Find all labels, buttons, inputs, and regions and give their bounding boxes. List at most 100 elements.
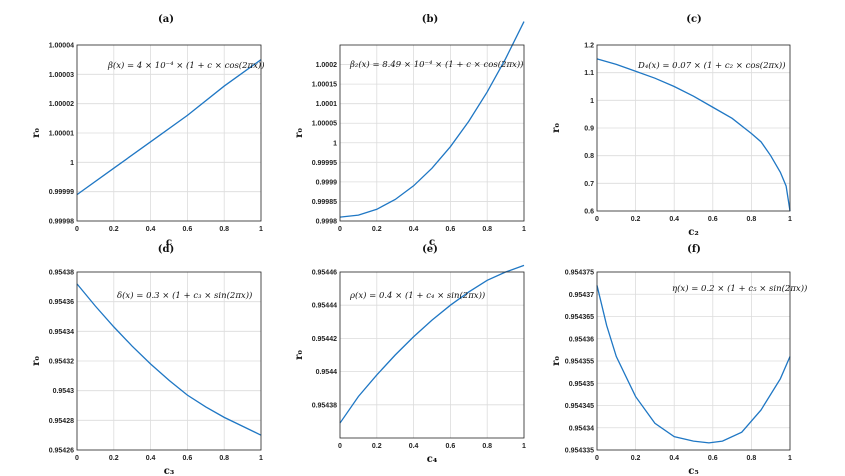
chart-panel: 0 0.2 0.4 0.6 0.8 1 0.954335 0.95434 0.954345 0.9… bbox=[551, 244, 807, 476]
y-tick-label: 1.00003 bbox=[49, 72, 74, 79]
x-tick-label: 0.2 bbox=[372, 443, 382, 450]
y-tick-label: 1.00002 bbox=[49, 101, 74, 108]
y-tick-label: 0.7 bbox=[584, 181, 594, 188]
y-tick-label: 0.954365 bbox=[565, 314, 594, 321]
x-tick-label: 0 bbox=[75, 455, 79, 462]
y-tick-label: 1 bbox=[70, 160, 74, 167]
y-tick-label: 0.9999 bbox=[316, 179, 338, 186]
x-axis-label: c₃ bbox=[164, 466, 174, 476]
x-tick-label: 0.2 bbox=[631, 455, 641, 462]
x-tick-label: 0.2 bbox=[372, 226, 382, 233]
x-tick-label: 0 bbox=[595, 216, 599, 223]
y-tick-label: 0.95442 bbox=[312, 336, 337, 343]
series-line bbox=[76, 283, 262, 436]
y-tick-label: 0.95434 bbox=[49, 329, 74, 336]
x-tick-label: 1 bbox=[788, 216, 792, 223]
x-axis-label: c bbox=[429, 237, 435, 248]
y-tick-label: 0.95438 bbox=[312, 402, 337, 409]
x-axis-label: c bbox=[166, 237, 172, 248]
y-tick-label: 0.95436 bbox=[49, 299, 74, 306]
x-tick-label: 0.4 bbox=[669, 455, 679, 462]
y-tick-label: 1 bbox=[333, 140, 337, 147]
y-tick-label: 0.954355 bbox=[565, 359, 594, 366]
series-line bbox=[76, 59, 262, 196]
x-tick-label: 1 bbox=[522, 226, 526, 233]
formula-annotation: η(x) = 0.2 × (1 + c₅ × sin(2πx)) bbox=[672, 283, 807, 294]
x-tick-label: 0 bbox=[595, 455, 599, 462]
x-tick-label: 0.6 bbox=[446, 443, 456, 450]
x-axis-label: c₅ bbox=[688, 466, 698, 476]
x-tick-label: 0.8 bbox=[482, 226, 492, 233]
x-tick-label: 0.4 bbox=[146, 455, 156, 462]
y-axis-label: r₀ bbox=[31, 356, 42, 366]
x-tick-label: 0.8 bbox=[747, 216, 757, 223]
x-tick-label: 0 bbox=[75, 226, 79, 233]
panel-label: (d) bbox=[158, 244, 174, 255]
series-line bbox=[339, 21, 525, 218]
y-axis-label: r₀ bbox=[551, 356, 562, 366]
y-tick-label: 1.0001 bbox=[316, 101, 338, 108]
x-tick-label: 0.6 bbox=[708, 216, 718, 223]
y-tick-label: 0.95435 bbox=[569, 381, 594, 388]
y-tick-label: 0.99985 bbox=[312, 199, 337, 206]
y-tick-label: 0.95436 bbox=[569, 336, 594, 343]
y-tick-label: 1 bbox=[590, 98, 594, 105]
series-line bbox=[596, 285, 791, 444]
plot-frame bbox=[339, 44, 525, 222]
y-tick-label: 0.954335 bbox=[565, 448, 594, 455]
panel-label: (b) bbox=[422, 14, 438, 25]
y-tick-label: 1.2 bbox=[584, 43, 594, 50]
x-tick-label: 1 bbox=[259, 226, 263, 233]
formula-annotation: β(x) = 4 × 10⁻⁴ × (1 + c × cos(2πx)) bbox=[107, 60, 265, 71]
y-tick-label: 1.00015 bbox=[312, 82, 337, 89]
x-tick-label: 0.8 bbox=[219, 226, 229, 233]
y-tick-label: 0.95444 bbox=[312, 303, 337, 310]
x-tick-label: 0.6 bbox=[183, 455, 193, 462]
chart-panel: 0 0.2 0.4 0.6 0.8 1 0.95426 0.95428 0.9543 0.9543… bbox=[31, 244, 263, 476]
y-axis-label: r₀ bbox=[294, 128, 305, 138]
y-tick-label: 1.00005 bbox=[312, 121, 337, 128]
x-tick-label: 0.2 bbox=[109, 455, 119, 462]
x-tick-label: 0.2 bbox=[631, 216, 641, 223]
x-tick-label: 1 bbox=[788, 455, 792, 462]
y-tick-label: 1.00004 bbox=[49, 43, 74, 50]
x-tick-label: 0.4 bbox=[146, 226, 156, 233]
formula-annotation: D₄(x) = 0.07 × (1 + c₂ × cos(2πx)) bbox=[637, 60, 786, 71]
x-tick-label: 0 bbox=[338, 226, 342, 233]
plot-frame bbox=[76, 44, 262, 222]
x-tick-label: 0.2 bbox=[109, 226, 119, 233]
x-tick-label: 1 bbox=[522, 443, 526, 450]
formula-annotation: δ(x) = 0.3 × (1 + c₃ × sin(2πx)) bbox=[117, 290, 252, 301]
y-tick-label: 0.99998 bbox=[49, 219, 74, 226]
x-axis-label: c₄ bbox=[427, 454, 438, 465]
y-tick-label: 0.9543 bbox=[53, 388, 75, 395]
y-tick-label: 0.95434 bbox=[569, 425, 594, 432]
y-tick-label: 0.9 bbox=[584, 126, 594, 133]
y-tick-label: 0.954375 bbox=[565, 270, 594, 277]
series-line bbox=[596, 58, 791, 212]
plot-frame bbox=[596, 271, 791, 451]
y-tick-label: 0.95446 bbox=[312, 270, 337, 277]
y-tick-label: 0.95426 bbox=[49, 448, 74, 455]
y-tick-label: 0.99999 bbox=[49, 189, 74, 196]
y-tick-label: 1.00001 bbox=[49, 131, 74, 138]
chart-panel: 0 0.2 0.4 0.6 0.8 1 0.6 0.7 0.8 0.9 1 1.1 1.2 c₂ r₀ (c)… bbox=[551, 14, 792, 238]
x-tick-label: 0.4 bbox=[669, 216, 679, 223]
chart-panel: 0 0.2 0.4 0.6 0.8 1 0.95438 0.9544 0.95442 0.9544… bbox=[294, 244, 526, 465]
chart-panel: 0 0.2 0.4 0.6 0.8 1 0.99998 0.99999 1 1.00001 1.00… bbox=[31, 14, 265, 248]
y-tick-label: 1.1 bbox=[584, 70, 594, 77]
series-line bbox=[339, 264, 525, 424]
panel-label: (f) bbox=[687, 244, 701, 255]
x-axis-label: c₂ bbox=[688, 227, 698, 238]
x-tick-label: 0.8 bbox=[747, 455, 757, 462]
panel-label: (c) bbox=[686, 14, 702, 25]
formula-annotation: ρ(x) = 0.4 × (1 + c₄ × sin(2πx)) bbox=[349, 290, 485, 301]
x-tick-label: 0.6 bbox=[446, 226, 456, 233]
x-tick-label: 0.8 bbox=[482, 443, 492, 450]
plot-frame bbox=[76, 271, 262, 451]
y-tick-label: 0.8 bbox=[584, 153, 594, 160]
y-tick-label: 0.95432 bbox=[49, 359, 74, 366]
y-tick-label: 0.9998 bbox=[316, 219, 338, 226]
y-tick-label: 0.95428 bbox=[49, 418, 74, 425]
